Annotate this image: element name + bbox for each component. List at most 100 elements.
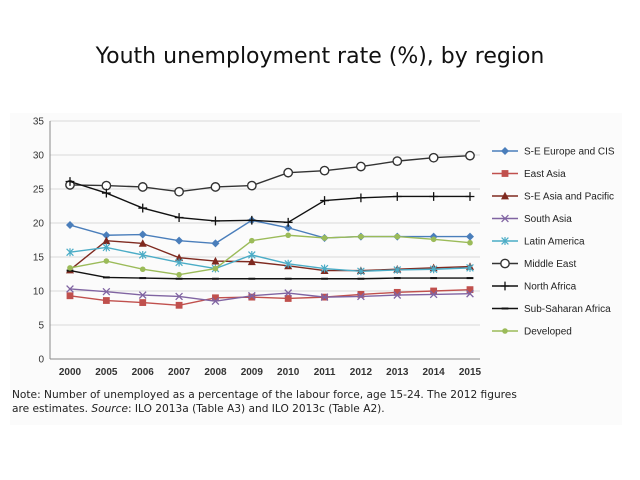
legend-label: Developed bbox=[524, 327, 572, 338]
chart-panel: 0 5 10 15 20 25 30 35 2000 2005 2006 2007 2008 2009 20… bbox=[10, 113, 622, 425]
legend-marker bbox=[501, 214, 509, 223]
x-tick-label: 2009 bbox=[241, 367, 264, 375]
data-point-middle-east bbox=[101, 180, 112, 191]
y-tick-label: 10 bbox=[33, 287, 45, 298]
data-point-developed bbox=[139, 266, 146, 273]
series-developed bbox=[67, 232, 473, 278]
data-point-east-asia bbox=[248, 293, 256, 301]
series-s-e-asia-and-pacific bbox=[66, 236, 474, 274]
legend-marker bbox=[500, 281, 510, 291]
line-chart: 0 5 10 15 20 25 30 35 2000 2005 2006 2007 2008 2009 20… bbox=[33, 117, 615, 376]
x-tick-label: 2000 bbox=[59, 367, 82, 375]
data-point-south-asia bbox=[466, 289, 474, 298]
legend-item-east-asia: East Asia bbox=[492, 169, 566, 180]
data-point-developed bbox=[285, 232, 291, 239]
data-point-south-asia bbox=[357, 292, 365, 301]
data-point-north-africa bbox=[247, 215, 257, 225]
x-tick-label: 2015 bbox=[459, 367, 482, 375]
data-point-s-e-europe-and-cis bbox=[102, 231, 111, 240]
data-point-developed bbox=[103, 258, 110, 264]
legend-item-developed: Developed bbox=[492, 327, 572, 338]
series-line-developed bbox=[69, 234, 471, 276]
legend-marker bbox=[502, 328, 508, 334]
data-point-south-asia bbox=[284, 289, 293, 297]
legend-marker bbox=[501, 170, 509, 177]
data-point-north-africa bbox=[174, 213, 184, 222]
data-point-middle-east bbox=[356, 161, 366, 172]
data-point-latin-america bbox=[393, 265, 402, 274]
data-point-north-africa bbox=[429, 192, 439, 201]
data-point-east-asia bbox=[212, 294, 219, 302]
legend-item-middle-east: Middle East bbox=[492, 258, 576, 270]
data-point-east-asia bbox=[430, 287, 438, 295]
legend-label: S-E Europe and CIS bbox=[524, 147, 615, 158]
chart-note-line-1: Note: Number of unemployed as a percenta… bbox=[12, 389, 517, 401]
data-point-middle-east bbox=[283, 167, 294, 178]
data-point-s-e-europe-and-cis bbox=[175, 236, 184, 245]
data-point-north-africa bbox=[320, 196, 329, 205]
legend-label: Latin America bbox=[524, 237, 585, 248]
data-point-south-asia bbox=[66, 285, 74, 293]
data-point-south-asia bbox=[138, 291, 147, 299]
data-point-east-asia bbox=[466, 286, 474, 294]
y-tick-label: 30 bbox=[33, 151, 45, 162]
series-lines bbox=[65, 150, 475, 309]
note-source-text: : ILO 2013a (Table A3) and ILO 2013c (Ta… bbox=[128, 403, 385, 415]
data-point-middle-east bbox=[137, 182, 148, 192]
note-source-label: Source bbox=[91, 403, 128, 415]
data-point-middle-east bbox=[174, 186, 184, 197]
y-tick-label: 5 bbox=[38, 321, 44, 332]
data-point-north-africa bbox=[211, 216, 220, 226]
axes: 0 5 10 15 20 25 30 35 2000 2005 2006 2007 2008 2009 20… bbox=[33, 117, 482, 376]
data-point-south-asia bbox=[393, 291, 402, 299]
data-point-developed bbox=[249, 237, 255, 244]
series-line-s-e-europe-and-cis bbox=[69, 219, 470, 245]
x-tick-label: 2007 bbox=[168, 367, 191, 375]
data-point-developed bbox=[358, 233, 364, 240]
data-point-s-e-asia-and-pacific bbox=[175, 253, 184, 262]
data-point-north-africa bbox=[65, 177, 75, 186]
series-line-east-asia bbox=[69, 288, 471, 306]
data-point-north-africa bbox=[465, 192, 475, 201]
data-point-latin-america bbox=[138, 250, 147, 259]
data-point-south-asia bbox=[102, 287, 111, 296]
gridlines bbox=[50, 120, 480, 360]
x-tick-label: 2010 bbox=[277, 367, 300, 375]
data-point-developed bbox=[394, 233, 401, 240]
data-point-latin-america bbox=[175, 258, 183, 267]
series-middle-east bbox=[65, 150, 475, 197]
series-line-s-e-asia-and-pacific bbox=[69, 239, 471, 272]
data-point-developed bbox=[176, 271, 182, 278]
x-tick-label: 2012 bbox=[350, 367, 373, 375]
series-east-asia bbox=[66, 286, 474, 309]
data-point-east-asia bbox=[284, 295, 292, 302]
slide-title: Youth unemployment rate (%), by region bbox=[95, 44, 545, 69]
data-point-east-asia bbox=[393, 288, 401, 296]
y-tick-label: 25 bbox=[33, 185, 45, 196]
data-point-latin-america bbox=[284, 259, 293, 268]
data-point-middle-east bbox=[319, 165, 330, 176]
legend-marker bbox=[501, 237, 509, 245]
legend-label: East Asia bbox=[524, 169, 566, 180]
data-point-latin-america bbox=[429, 265, 438, 274]
data-point-east-asia bbox=[102, 297, 110, 304]
series-line-south-asia bbox=[69, 288, 471, 302]
data-point-latin-america bbox=[320, 264, 329, 273]
data-point-s-e-asia-and-pacific bbox=[247, 257, 256, 266]
data-point-north-africa bbox=[392, 192, 402, 201]
data-point-developed bbox=[321, 235, 328, 241]
legend-item-south-asia: South Asia bbox=[492, 214, 572, 225]
data-point-latin-america bbox=[247, 250, 256, 259]
data-point-s-e-europe-and-cis bbox=[284, 223, 293, 232]
legend-item-s-e-europe-and-cis: S-E Europe and CIS bbox=[492, 147, 615, 158]
data-point-latin-america bbox=[66, 248, 74, 257]
series-sub-saharan-africa bbox=[66, 269, 474, 280]
legend-label: Sub-Saharan Africa bbox=[524, 304, 611, 315]
legend-marker bbox=[500, 258, 510, 269]
data-point-latin-america bbox=[357, 267, 365, 276]
data-point-s-e-asia-and-pacific bbox=[102, 236, 111, 245]
x-tick-label: 2014 bbox=[423, 367, 446, 375]
data-point-s-e-europe-and-cis bbox=[66, 221, 74, 230]
legend-marker bbox=[501, 191, 509, 200]
data-point-s-e-europe-and-cis bbox=[211, 239, 220, 248]
